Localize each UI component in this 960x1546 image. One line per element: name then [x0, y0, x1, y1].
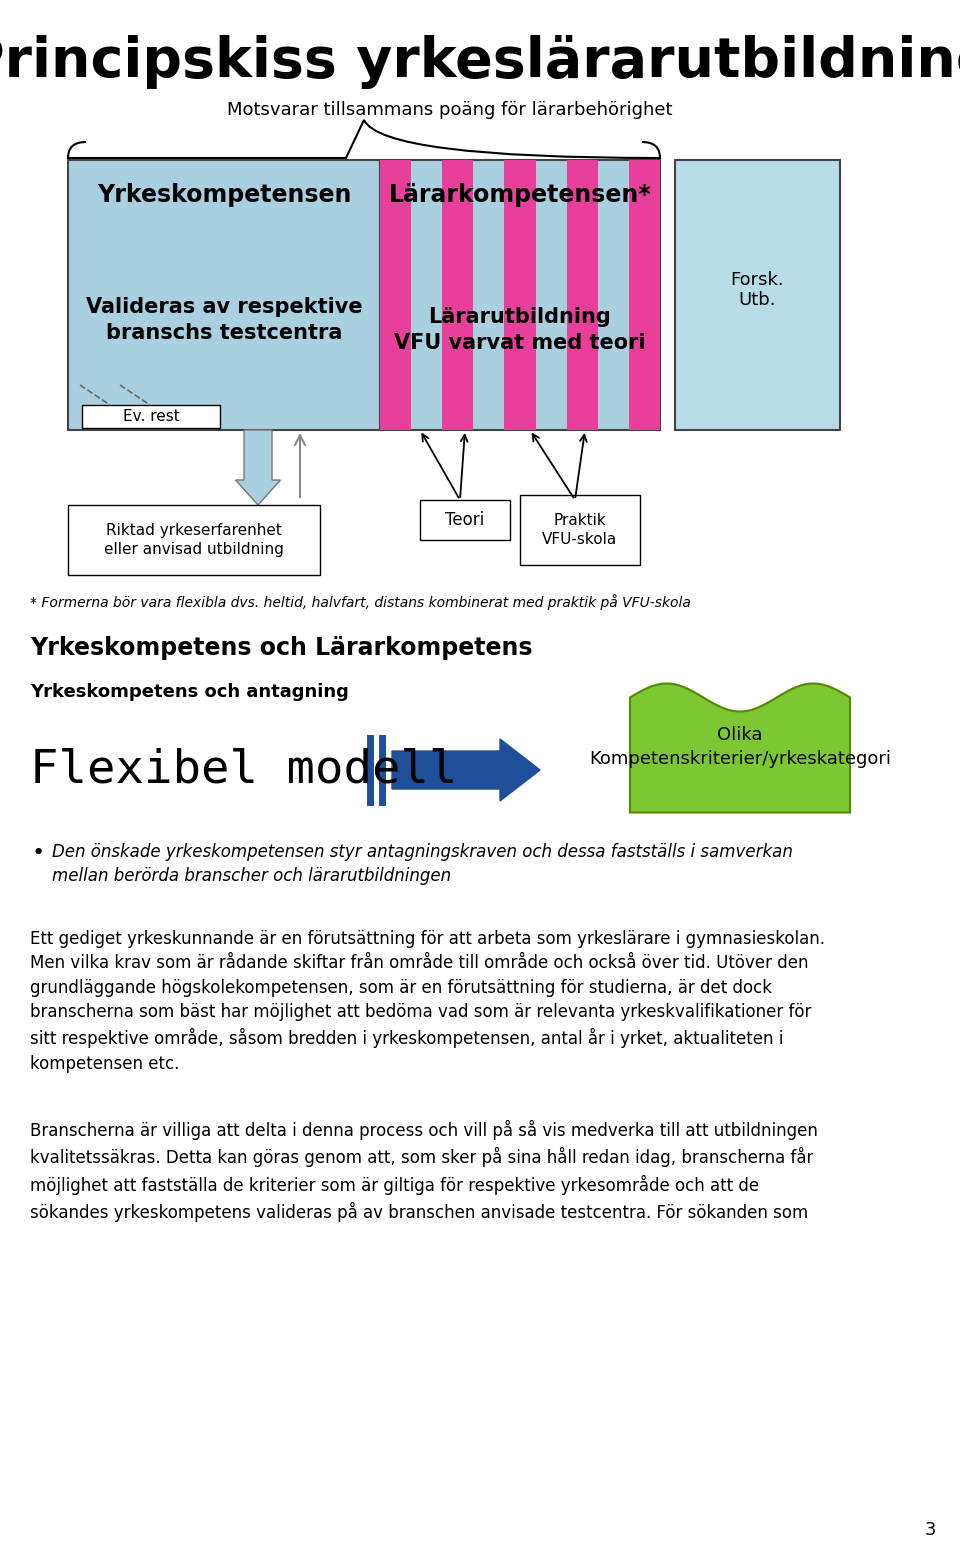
Bar — [504, 159, 536, 430]
Text: * Formerna bör vara flexibla dvs. heltid, halvfart, distans kombinerat med prakt: * Formerna bör vara flexibla dvs. heltid… — [30, 594, 691, 611]
Text: Forsk.
Utb.: Forsk. Utb. — [731, 271, 783, 309]
Polygon shape — [630, 683, 850, 813]
Text: 3: 3 — [924, 1521, 936, 1538]
Text: •: • — [32, 843, 45, 863]
Bar — [566, 159, 598, 430]
Text: Branscherna är villiga att delta i denna process och vill på så vis medverka til: Branscherna är villiga att delta i denna… — [30, 1119, 818, 1221]
FancyBboxPatch shape — [68, 159, 380, 430]
Text: Ev. rest: Ev. rest — [123, 410, 180, 424]
FancyBboxPatch shape — [82, 405, 220, 428]
FancyBboxPatch shape — [420, 499, 510, 540]
Text: Ett gediget yrkeskunnande är en förutsättning för att arbeta som yrkeslärare i g: Ett gediget yrkeskunnande är en förutsät… — [30, 931, 825, 1073]
Bar — [380, 159, 411, 430]
Text: Yrkeskompetensen: Yrkeskompetensen — [97, 182, 351, 207]
FancyBboxPatch shape — [520, 495, 640, 564]
Text: Lärarkompetensen*: Lärarkompetensen* — [389, 182, 652, 207]
Text: Principskiss yrkeslärarutbildning: Principskiss yrkeslärarutbildning — [0, 36, 960, 90]
Text: Yrkeskompetens och Lärarkompetens: Yrkeskompetens och Lärarkompetens — [30, 635, 533, 660]
Text: Yrkeskompetens och antagning: Yrkeskompetens och antagning — [30, 683, 348, 700]
Text: Den önskade yrkeskompetensen styr antagningskraven och dessa fastställs i samver: Den önskade yrkeskompetensen styr antagn… — [52, 843, 793, 886]
Text: Lärarutbildning
VFU varvat med teori: Lärarutbildning VFU varvat med teori — [395, 306, 646, 352]
Text: Flexibel modell: Flexibel modell — [30, 748, 458, 793]
Text: Riktad yrkeserfarenhet
eller anvisad utbildning: Riktad yrkeserfarenhet eller anvisad utb… — [104, 523, 284, 558]
Bar — [629, 159, 660, 430]
Text: Praktik
VFU-skola: Praktik VFU-skola — [542, 513, 617, 547]
FancyArrow shape — [392, 739, 540, 801]
Bar — [443, 159, 473, 430]
FancyArrow shape — [235, 430, 280, 506]
FancyBboxPatch shape — [380, 159, 660, 430]
Text: Motsvarar tillsammans poäng för lärarbehörighet: Motsvarar tillsammans poäng för lärarbeh… — [228, 100, 673, 119]
Text: Olika
Kompetenskriterier/yrkeskategori: Olika Kompetenskriterier/yrkeskategori — [589, 727, 891, 768]
Text: Valideras av respektive
branschs testcentra: Valideras av respektive branschs testcen… — [85, 297, 362, 343]
Text: Teori: Teori — [445, 512, 485, 529]
FancyBboxPatch shape — [68, 506, 320, 575]
FancyBboxPatch shape — [675, 159, 840, 430]
